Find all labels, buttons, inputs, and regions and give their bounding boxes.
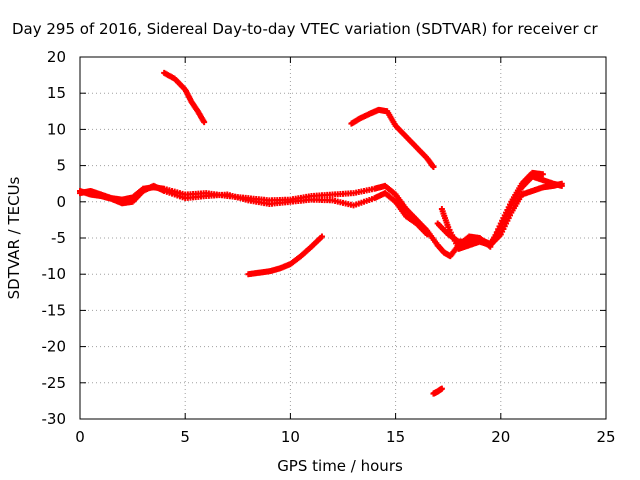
x-tick-label: 20 [491, 428, 510, 446]
data-point [318, 233, 325, 240]
y-tick-label: 15 [47, 84, 66, 102]
x-tick-label: 10 [281, 428, 300, 446]
y-tick-label: -25 [42, 374, 67, 392]
x-tick-label: 0 [75, 428, 85, 446]
series-arc-mid-high [348, 106, 437, 171]
y-tick-label: 0 [56, 193, 66, 211]
y-tick-label: -15 [42, 301, 67, 319]
y-tick-label: -30 [42, 410, 67, 428]
y-tick-label: -20 [42, 338, 67, 356]
y-axis-label: SDTVAR / TECUs [5, 176, 23, 299]
y-tick-label: 20 [47, 48, 66, 66]
chart-title: Day 295 of 2016, Sidereal Day-to-day VTE… [12, 20, 599, 38]
y-tick-label: -5 [51, 229, 66, 247]
data-series [77, 69, 565, 397]
x-tick-label: 25 [596, 428, 615, 446]
x-tick-label: 15 [386, 428, 405, 446]
x-axis-label: GPS time / hours [277, 457, 403, 475]
data-point [201, 119, 208, 126]
series-arc-mid-low [245, 233, 325, 278]
y-tick-label: -10 [42, 265, 67, 283]
data-point [558, 180, 565, 187]
series-arc-late-c [434, 169, 546, 260]
axis-ticks: 0 5 10 15 20 25 20 15 10 5 0 -5 -10 -15 -20 -25 -30 [42, 48, 616, 446]
series-arc-early-high [161, 69, 208, 126]
y-tick-label: 10 [47, 120, 66, 138]
x-tick-label: 5 [180, 428, 190, 446]
data-point [424, 231, 431, 238]
data-point [430, 164, 437, 171]
data-point [438, 385, 445, 392]
series-arc-outlier [430, 385, 445, 397]
y-tick-label: 5 [56, 157, 66, 175]
series-arc-main-b [77, 182, 431, 238]
series-arc-late-b [438, 180, 565, 252]
data-point [539, 171, 546, 178]
